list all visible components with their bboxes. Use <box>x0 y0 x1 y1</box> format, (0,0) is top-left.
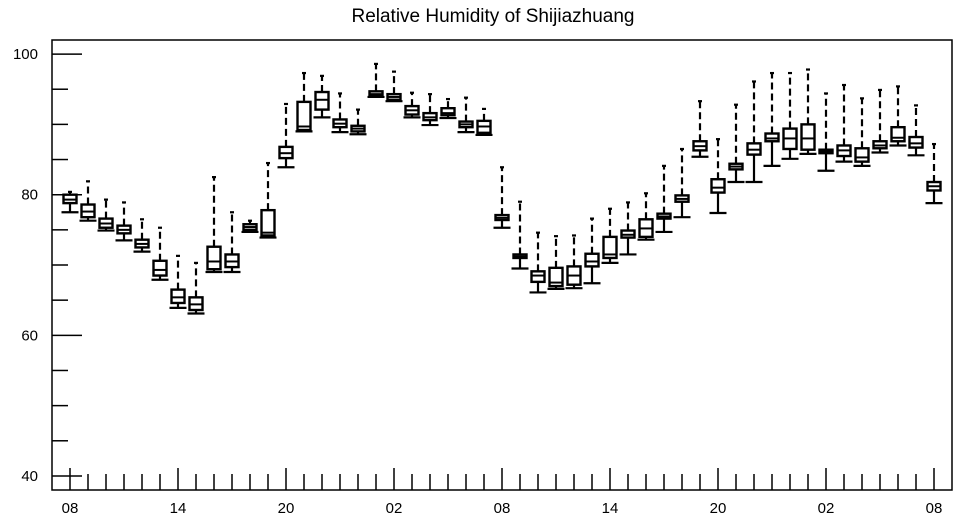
box-body <box>314 90 330 111</box>
box-item <box>475 107 493 137</box>
box-item <box>871 88 889 154</box>
box-item <box>97 198 115 232</box>
plot-frame <box>51 39 953 491</box>
box-item <box>583 217 601 285</box>
box-body <box>854 147 870 163</box>
box-item <box>745 80 763 184</box>
box-item <box>511 200 529 270</box>
box-item <box>169 254 187 309</box>
box-item <box>313 74 331 119</box>
box-item <box>367 62 385 99</box>
box-item <box>565 234 583 290</box>
box-body <box>170 288 186 305</box>
box-item <box>835 83 853 163</box>
x-tick-label: 14 <box>170 500 187 517</box>
x-tick-label: 08 <box>494 500 511 517</box>
box-item <box>421 93 439 127</box>
box-item <box>547 235 565 291</box>
box-item <box>781 71 799 160</box>
box-item <box>349 108 367 136</box>
box-body <box>530 270 546 284</box>
box-item <box>673 147 691 219</box>
box-item <box>331 92 349 134</box>
x-tick-label: 02 <box>818 500 835 517</box>
box-item <box>385 70 403 103</box>
box-item <box>295 71 313 133</box>
x-tick-label: 20 <box>710 500 727 517</box>
box-item <box>709 138 727 215</box>
box-item <box>799 68 817 156</box>
box-body <box>908 135 924 149</box>
box-body <box>548 266 564 288</box>
y-tick-label: 80 <box>21 187 38 204</box>
box-item <box>925 142 943 205</box>
y-tick-label: 60 <box>21 327 38 344</box>
box-item <box>655 164 673 234</box>
box-item <box>493 166 511 229</box>
box-body <box>206 245 222 271</box>
box-item <box>439 97 457 120</box>
box-body <box>602 235 618 260</box>
box-body <box>584 252 600 268</box>
box-body <box>710 178 726 194</box>
box-body <box>764 132 780 143</box>
x-tick-label: 20 <box>278 500 295 517</box>
box-item <box>61 190 79 214</box>
box-item <box>115 201 133 242</box>
box-body <box>890 125 906 143</box>
box-item <box>691 100 709 158</box>
box-item <box>763 71 781 167</box>
box-item <box>727 103 745 184</box>
box-item <box>205 176 223 274</box>
box-item <box>151 226 169 281</box>
box-item <box>601 207 619 264</box>
y-tick-label: 40 <box>21 468 38 485</box>
box-item <box>853 97 871 167</box>
box-item <box>457 96 475 134</box>
box-body <box>800 123 816 151</box>
box-item <box>79 180 97 222</box>
x-tick-label: 08 <box>62 500 79 517</box>
box-item <box>223 211 241 274</box>
x-tick-label: 02 <box>386 500 403 517</box>
box-item <box>637 192 655 241</box>
box-item <box>529 231 547 294</box>
box-item <box>187 261 205 315</box>
box-body <box>440 107 456 117</box>
box-item <box>133 218 151 253</box>
box-item <box>241 219 259 234</box>
box-body <box>260 208 276 237</box>
box-item <box>907 104 925 157</box>
box-body <box>296 100 312 132</box>
box-item <box>889 85 907 147</box>
box-item <box>817 92 835 172</box>
box-item <box>277 102 295 169</box>
x-tick-label: 08 <box>926 500 943 517</box>
y-tick-label: 100 <box>13 46 38 63</box>
box-item <box>259 161 277 239</box>
box-body <box>152 259 168 277</box>
x-tick-label: 14 <box>602 500 619 517</box>
box-item <box>403 91 421 119</box>
chart-title: Relative Humidity of Shijiazhuang <box>351 6 634 27</box>
plot-area: 40 60 80 100 08 14 20 02 08 14 20 02 08 <box>13 39 953 517</box>
box-item <box>619 201 637 256</box>
